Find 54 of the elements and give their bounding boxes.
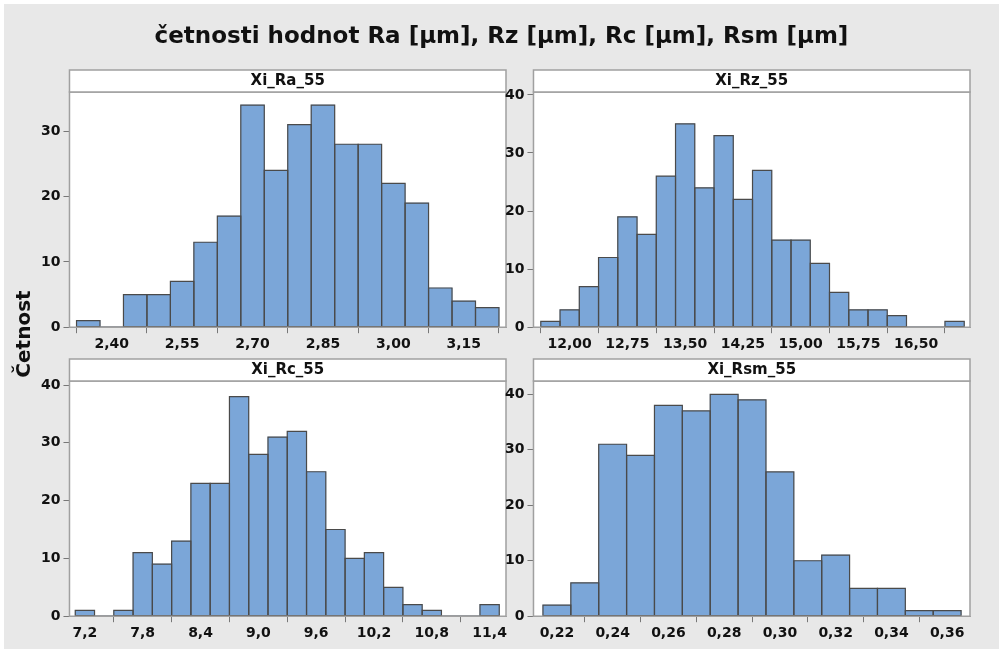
x-tick-label: 10,8: [414, 624, 450, 641]
x-tick-label: 0,28: [706, 624, 742, 641]
x-tick-label: 3,15: [446, 335, 482, 352]
y-tick-label: 30: [41, 433, 61, 450]
y-tick-label: 20: [505, 495, 525, 512]
x-tick-label: 3,00: [376, 335, 411, 352]
x-tick-label: 16,50: [893, 335, 939, 352]
x-tick-label: 11,4: [472, 624, 508, 641]
x-tick-label: 2,40: [94, 335, 130, 352]
x-tick-label: 2,85: [305, 335, 341, 352]
x-tick-label: 12,00: [547, 335, 593, 352]
x-tick-label: 13,50: [663, 335, 708, 352]
x-tick-label: 15,75: [836, 335, 881, 352]
x-tick-label: 10,2: [356, 624, 392, 641]
x-tick-label: 0,30: [762, 624, 798, 641]
x-tick-label: 0,36: [929, 624, 965, 641]
chart-subtitle: Xi_Ra_55: [250, 70, 325, 89]
chart-subtitle: Xi_Rsm_55: [707, 359, 797, 378]
chart-subtitle: Xi_Rc_55: [251, 359, 325, 378]
x-tick-label: 9,0: [245, 624, 271, 641]
y-tick-label: 20: [41, 491, 61, 508]
y-tick-label: 10: [505, 259, 525, 276]
chart-subtitle: Xi_Rz_55: [715, 70, 789, 89]
x-tick-label: 9,6: [303, 624, 329, 641]
y-tick-label: 0: [50, 317, 61, 334]
x-tick-label: 15,00: [778, 335, 824, 352]
y-tick-label: 40: [505, 85, 525, 102]
y-tick-label: 0: [514, 606, 525, 623]
x-tick-label: 0,32: [818, 624, 853, 641]
y-tick-label: 10: [41, 549, 61, 566]
x-tick-label: 0,22: [539, 624, 575, 641]
x-tick-label: 2,70: [235, 335, 271, 352]
x-tick-label: 14,25: [720, 335, 766, 352]
y-tick-label: 30: [505, 143, 525, 160]
x-tick-label: 2,55: [164, 335, 200, 352]
chart-title: četnosti hodnot Ra [µm], Rz [µm], Rc [µm], Rsm [µm]: [153, 22, 850, 48]
y-axis-title: Četnost: [11, 289, 35, 379]
x-tick-label: 0,34: [874, 624, 909, 641]
y-tick-label: 10: [41, 252, 61, 269]
x-tick-label: 12,75: [605, 335, 650, 352]
y-tick-label: 10: [505, 551, 525, 568]
y-tick-label: 40: [41, 375, 61, 392]
y-tick-label: 0: [50, 606, 61, 623]
x-tick-label: 0,24: [595, 624, 631, 641]
y-tick-label: 20: [41, 187, 61, 204]
y-tick-label: 0: [514, 317, 525, 334]
y-tick-label: 40: [505, 384, 525, 401]
x-tick-label: 0,26: [651, 624, 686, 641]
x-tick-label: 7,2: [72, 624, 98, 641]
x-tick-label: 7,8: [130, 624, 156, 641]
y-tick-label: 30: [41, 121, 61, 138]
x-tick-label: 8,4: [188, 624, 214, 641]
y-tick-label: 30: [505, 440, 525, 457]
y-tick-label: 20: [505, 201, 525, 218]
